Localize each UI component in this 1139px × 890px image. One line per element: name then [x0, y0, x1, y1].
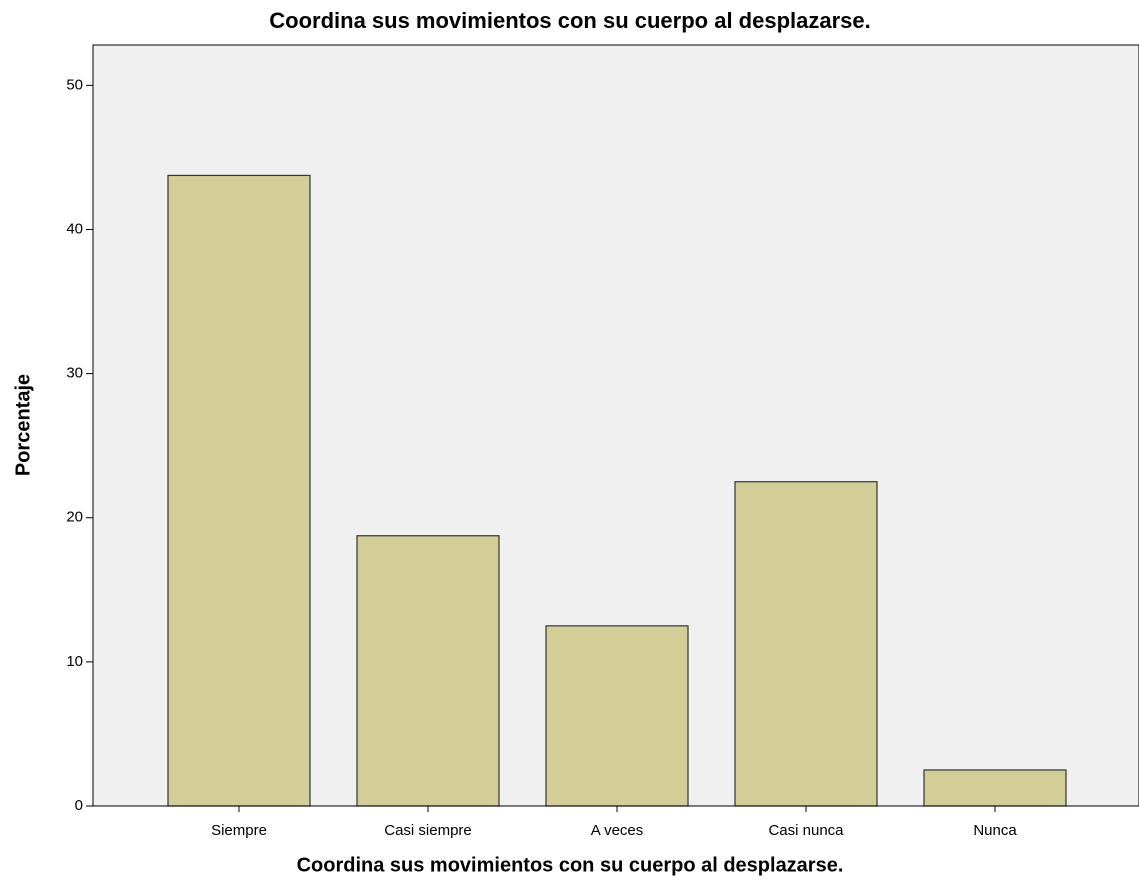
bar — [167, 174, 311, 807]
y-axis-title: Porcentaje — [12, 374, 34, 476]
y-tick-label: 40 — [66, 220, 83, 237]
bar — [734, 481, 878, 807]
bar — [923, 769, 1067, 807]
x-axis-title: Coordina sus movimientos con su cuerpo a… — [297, 854, 844, 876]
y-tick-label: 30 — [66, 365, 83, 382]
bar — [545, 625, 689, 807]
y-tick-label: 20 — [66, 509, 83, 526]
chart-title: Coordina sus movimientos con su cuerpo a… — [269, 8, 871, 33]
y-tick-label: 50 — [66, 76, 83, 93]
x-tick-label: Casi siempre — [384, 822, 472, 839]
x-tick-label: Nunca — [973, 822, 1017, 839]
y-tick-label: 0 — [75, 797, 83, 814]
x-tick-label: Casi nunca — [768, 822, 844, 839]
y-tick-label: 10 — [66, 653, 83, 670]
x-tick-label: A veces — [591, 822, 644, 839]
x-tick-label: Siempre — [211, 822, 267, 839]
bar — [356, 535, 500, 807]
